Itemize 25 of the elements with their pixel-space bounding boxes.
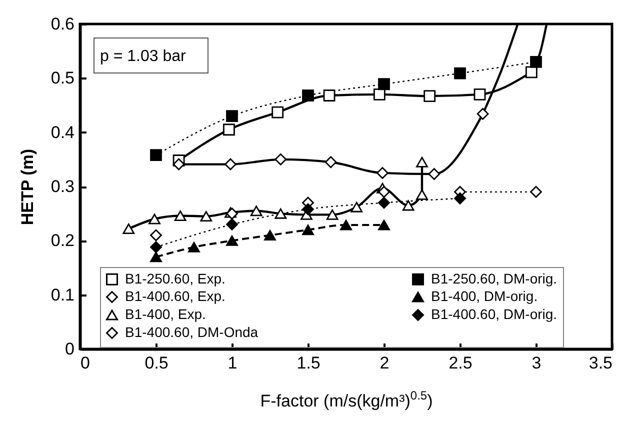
x-tick-label: 2.5 (448, 354, 472, 372)
x-tick-label: 0 (80, 354, 90, 372)
legend-label: B1-400, Exp. (125, 306, 206, 322)
x-tick-label: 3.5 (588, 354, 612, 372)
y-tick-label: 0.6 (50, 14, 74, 34)
y-tick-label: 0 (65, 340, 74, 358)
annotation: p = 1.03 bar (100, 48, 187, 65)
y-tick-label: 0.2 (50, 231, 74, 250)
x-tick-label: 1.5 (296, 354, 320, 372)
legend-label: B1-400, DM-orig. (431, 288, 538, 304)
legend-label: B1-400.60, DM-orig. (431, 306, 558, 322)
y-tick-label: 0.3 (50, 177, 74, 196)
legend-label: B1-400.60, Exp. (125, 288, 226, 304)
x-tick-label: 0.5 (144, 354, 168, 372)
y-tick-label: 0.5 (50, 68, 74, 88)
legend-label: B1-250.60, DM-orig. (431, 270, 558, 286)
y-tick-label: 0.4 (50, 122, 74, 142)
y-axis-title: HETP (m) (18, 148, 37, 226)
y-tick-label: 0.1 (50, 285, 74, 304)
legend-label: B1-250.60, Exp. (125, 270, 226, 286)
x-axis-title: F-factor (m/s(kg/m³)$^{0.5}$) (260, 388, 433, 410)
legend-label: B1-400.60, DM-Onda (125, 324, 258, 340)
x-tick-label: 3 (532, 354, 542, 372)
x-tick-label: 1 (228, 354, 238, 372)
x-tick-label: 2 (380, 354, 390, 372)
